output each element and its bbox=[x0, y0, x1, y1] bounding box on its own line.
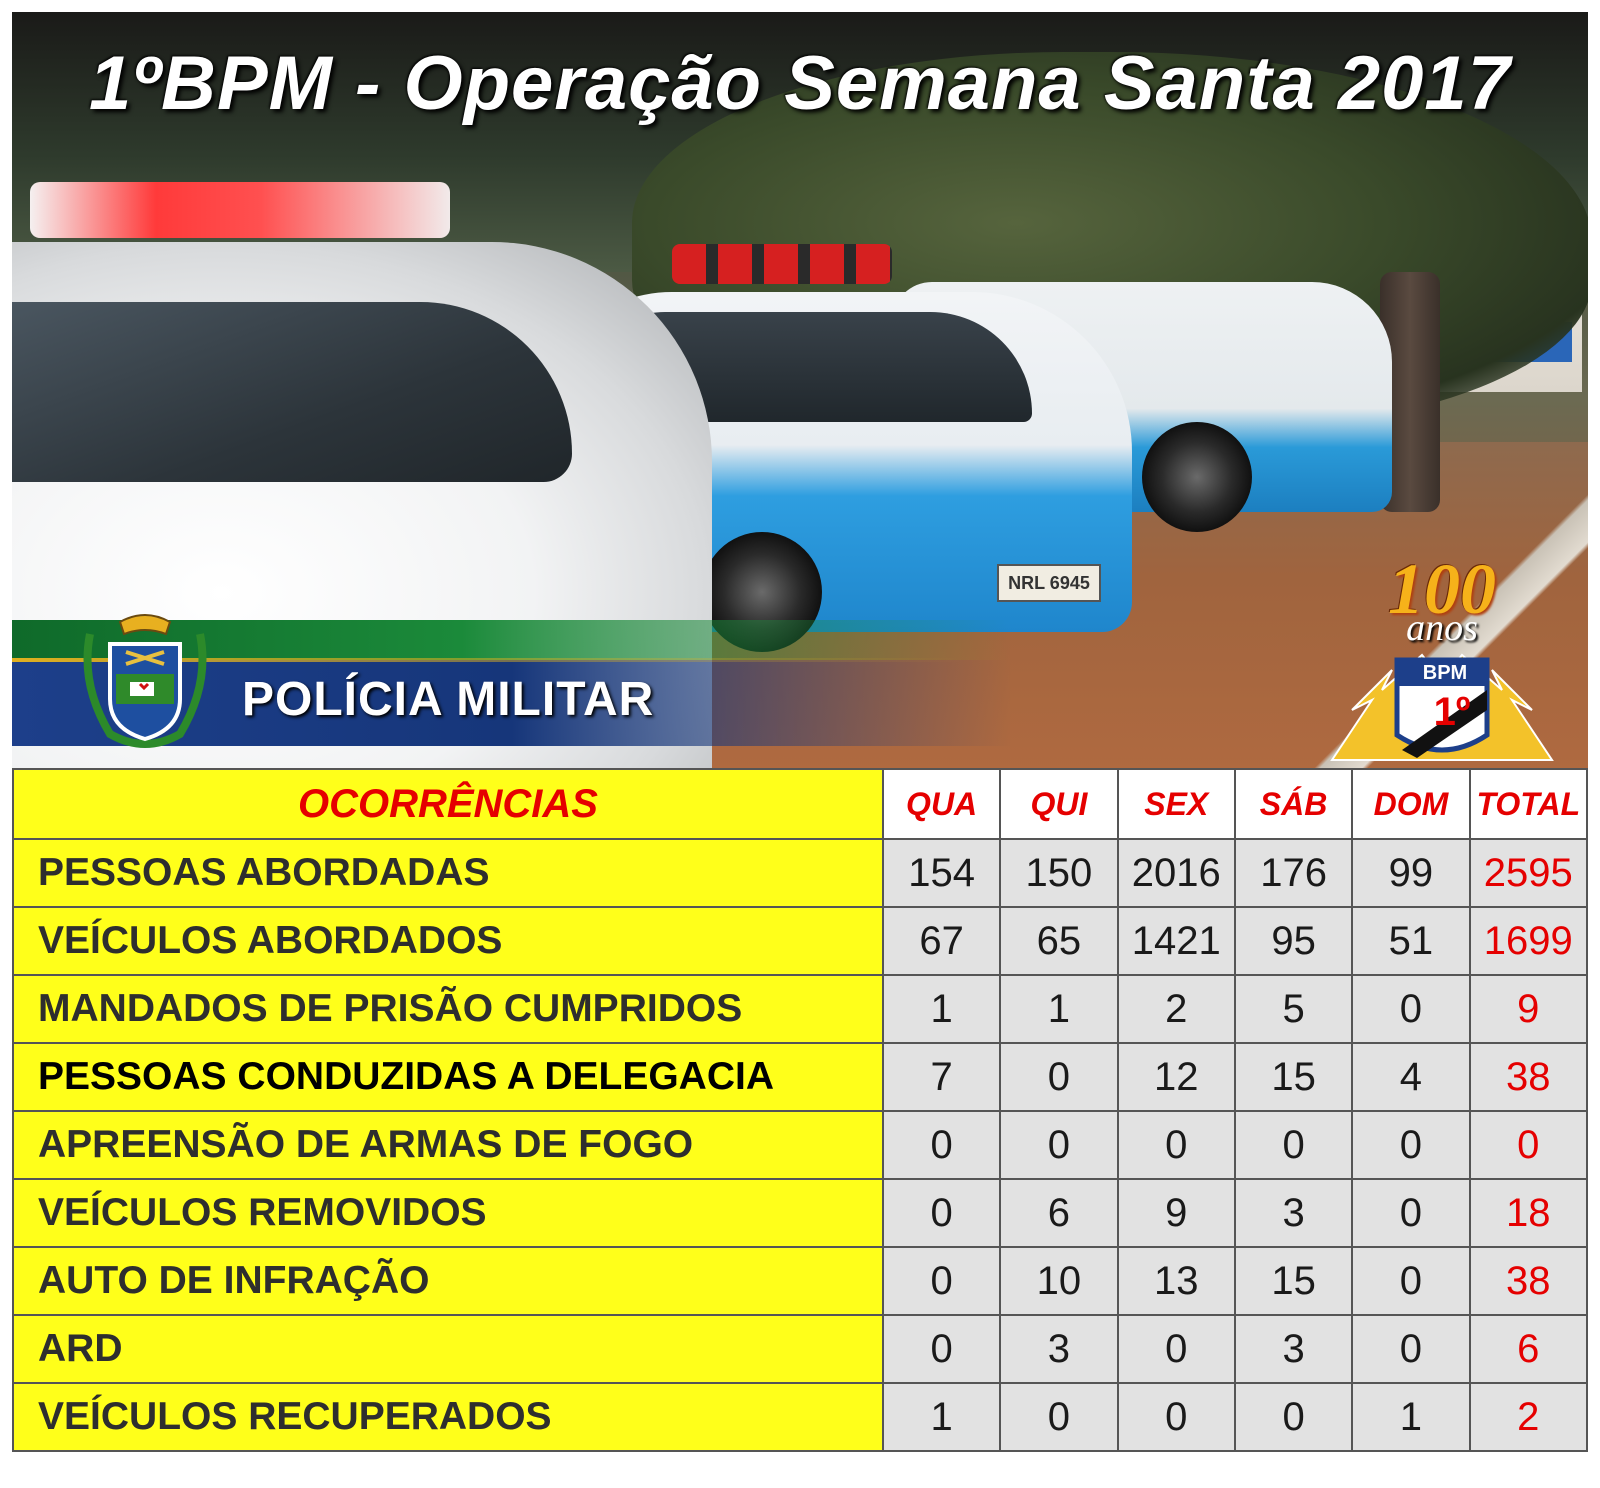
cell-value: 0 bbox=[999, 1382, 1119, 1452]
police-car-lightbar bbox=[672, 244, 892, 284]
row-label: MANDADOS DE PRISÃO CUMPRIDOS bbox=[12, 974, 884, 1044]
anniversary-unit: BPM bbox=[1422, 662, 1468, 684]
anniversary-ordinal: 1º bbox=[1433, 690, 1471, 734]
cell-value: 1 bbox=[881, 1382, 1002, 1452]
cell-value: 4 bbox=[1351, 1042, 1471, 1112]
anniversary-number: 100 bbox=[1388, 549, 1496, 629]
anniversary-badge-icon bbox=[1330, 653, 1554, 761]
table-row: APREENSÃO DE ARMAS DE FOGO 0 0 0 0 0 0 bbox=[12, 1110, 1589, 1180]
cell-value: 1 bbox=[1351, 1382, 1471, 1452]
cell-value: 7 bbox=[881, 1042, 1002, 1112]
cell-value: 1 bbox=[999, 974, 1119, 1044]
column-header: QUI bbox=[999, 768, 1119, 840]
cell-total: 9 bbox=[1468, 974, 1589, 1044]
cell-value: 0 bbox=[1351, 1246, 1471, 1316]
row-label: ARD bbox=[12, 1314, 884, 1384]
police-crest-icon bbox=[83, 614, 207, 748]
table-row: PESSOAS CONDUZIDAS A DELEGACIA 7 0 12 15 4 38 bbox=[12, 1042, 1589, 1112]
column-header: QUA bbox=[881, 768, 1002, 840]
row-label: VEÍCULOS RECUPERADOS bbox=[12, 1382, 884, 1452]
row-label: VEÍCULOS REMOVIDOS bbox=[12, 1178, 884, 1248]
cell-total: 38 bbox=[1468, 1042, 1589, 1112]
cell-value: 154 bbox=[881, 838, 1002, 908]
cell-value: 15 bbox=[1233, 1042, 1354, 1112]
white-car-windshield bbox=[12, 302, 572, 482]
cell-value: 12 bbox=[1116, 1042, 1236, 1112]
cell-value: 6 bbox=[999, 1178, 1119, 1248]
cell-value: 1421 bbox=[1116, 906, 1236, 976]
cell-value: 65 bbox=[999, 906, 1119, 976]
truck-wheel bbox=[1142, 422, 1252, 532]
cell-value: 0 bbox=[1351, 1110, 1471, 1180]
occurrences-table: OCORRÊNCIAS QUA QUI SEX SÁB DOM TOTAL PE… bbox=[12, 768, 1589, 1476]
cell-value: 67 bbox=[881, 906, 1002, 976]
column-header: DOM bbox=[1351, 768, 1471, 840]
row-label: VEÍCULOS ABORDADOS bbox=[12, 906, 884, 976]
table-row: VEÍCULOS REMOVIDOS 0 6 9 3 0 18 bbox=[12, 1178, 1589, 1248]
column-header: SÁB bbox=[1233, 768, 1354, 840]
cell-total: 38 bbox=[1468, 1246, 1589, 1316]
ribbon-title: POLÍCIA MILITAR bbox=[242, 673, 655, 726]
cell-value: 13 bbox=[1116, 1246, 1236, 1316]
photo-banner: NRL 6945 1ºBPM - Operação Semana Santa 2… bbox=[12, 12, 1588, 782]
cell-value: 0 bbox=[1233, 1382, 1354, 1452]
row-label: AUTO DE INFRAÇÃO bbox=[12, 1246, 884, 1316]
cell-value: 150 bbox=[999, 838, 1119, 908]
table-row: MANDADOS DE PRISÃO CUMPRIDOS 1 1 2 5 0 9 bbox=[12, 974, 1589, 1044]
cell-value: 5 bbox=[1233, 974, 1354, 1044]
cell-value: 0 bbox=[1351, 1314, 1471, 1384]
cell-value: 0 bbox=[1116, 1314, 1236, 1384]
cell-value: 0 bbox=[881, 1246, 1002, 1316]
row-label: PESSOAS ABORDADAS bbox=[12, 838, 884, 908]
row-label: PESSOAS CONDUZIDAS A DELEGACIA bbox=[12, 1042, 884, 1112]
anniversary-word: anos bbox=[1406, 607, 1478, 649]
cell-total: 2595 bbox=[1468, 838, 1589, 908]
cell-value: 9 bbox=[1116, 1178, 1236, 1248]
cell-total: 1699 bbox=[1468, 906, 1589, 976]
cell-value: 3 bbox=[999, 1314, 1119, 1384]
infographic: NRL 6945 1ºBPM - Operação Semana Santa 2… bbox=[12, 12, 1589, 1476]
table-row: VEÍCULOS ABORDADOS 67 65 1421 95 51 1699 bbox=[12, 906, 1589, 976]
cell-value: 0 bbox=[881, 1178, 1002, 1248]
cell-value: 176 bbox=[1233, 838, 1354, 908]
cell-value: 0 bbox=[1351, 974, 1471, 1044]
column-header-total: TOTAL bbox=[1468, 768, 1589, 840]
white-car-lightbar bbox=[30, 182, 450, 238]
cell-value: 0 bbox=[1116, 1382, 1236, 1452]
column-header: SEX bbox=[1116, 768, 1236, 840]
cell-value: 3 bbox=[1233, 1178, 1354, 1248]
license-plate: NRL 6945 bbox=[997, 564, 1101, 602]
table-row: PESSOAS ABORDADAS 154 150 2016 176 99 2595 bbox=[12, 838, 1589, 908]
row-label: APREENSÃO DE ARMAS DE FOGO bbox=[12, 1110, 884, 1180]
cell-value: 0 bbox=[1233, 1110, 1354, 1180]
cell-value: 0 bbox=[1116, 1110, 1236, 1180]
cell-total: 0 bbox=[1468, 1110, 1589, 1180]
cell-value: 95 bbox=[1233, 906, 1354, 976]
cell-value: 0 bbox=[999, 1110, 1119, 1180]
cell-value: 1 bbox=[881, 974, 1002, 1044]
cell-total: 6 bbox=[1468, 1314, 1589, 1384]
cell-value: 3 bbox=[1233, 1314, 1354, 1384]
page-title: 1ºBPM - Operação Semana Santa 2017 bbox=[89, 41, 1511, 126]
cell-total: 2 bbox=[1468, 1382, 1589, 1452]
cell-value: 0 bbox=[881, 1314, 1002, 1384]
table-body: PESSOAS ABORDADAS 154 150 2016 176 99 2595 VEÍC… bbox=[12, 838, 1589, 1452]
cell-value: 2 bbox=[1116, 974, 1236, 1044]
header-label: OCORRÊNCIAS bbox=[12, 768, 884, 840]
cell-value: 0 bbox=[1351, 1178, 1471, 1248]
ribbon-gold-line bbox=[12, 658, 962, 662]
cell-value: 0 bbox=[881, 1110, 1002, 1180]
cell-value: 10 bbox=[999, 1246, 1119, 1316]
table-header-row: OCORRÊNCIAS QUA QUI SEX SÁB DOM TOTAL bbox=[12, 768, 1589, 840]
table-row: AUTO DE INFRAÇÃO 0 10 13 15 0 38 bbox=[12, 1246, 1589, 1316]
cell-value: 15 bbox=[1233, 1246, 1354, 1316]
table-row: ARD 0 3 0 3 0 6 bbox=[12, 1314, 1589, 1384]
table-row: VEÍCULOS RECUPERADOS 1 0 0 0 1 2 bbox=[12, 1382, 1589, 1452]
cell-value: 51 bbox=[1351, 906, 1471, 976]
cell-total: 18 bbox=[1468, 1178, 1589, 1248]
cell-value: 2016 bbox=[1116, 838, 1236, 908]
cell-value: 99 bbox=[1351, 838, 1471, 908]
cell-value: 0 bbox=[999, 1042, 1119, 1112]
